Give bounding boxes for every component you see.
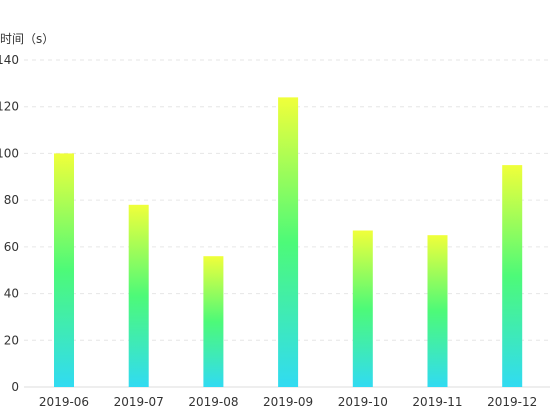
x-tick-label: 2019-10 bbox=[338, 395, 388, 409]
x-tick-label: 2019-11 bbox=[412, 395, 462, 409]
y-tick-label: 60 bbox=[4, 240, 19, 254]
y-tick-label: 0 bbox=[11, 380, 19, 394]
bar-2019-07 bbox=[128, 204, 149, 387]
bar-2019-09 bbox=[278, 97, 299, 387]
x-tick-label: 2019-06 bbox=[39, 395, 89, 409]
y-axis-ticks: 0 20 40 60 80 100 120 140 bbox=[0, 53, 19, 394]
bars bbox=[54, 97, 523, 387]
y-tick-label: 100 bbox=[0, 146, 19, 160]
x-tick-label: 2019-09 bbox=[263, 395, 313, 409]
x-tick-label: 2019-07 bbox=[114, 395, 164, 409]
y-tick-label: 140 bbox=[0, 53, 19, 67]
y-tick-label: 20 bbox=[4, 333, 19, 347]
bar-2019-10 bbox=[352, 230, 373, 387]
y-tick-label: 80 bbox=[4, 193, 19, 207]
y-tick-label: 120 bbox=[0, 100, 19, 114]
x-tick-label: 2019-08 bbox=[188, 395, 238, 409]
y-tick-label: 40 bbox=[4, 287, 19, 301]
bar-2019-12 bbox=[502, 165, 523, 387]
bar-2019-08 bbox=[203, 256, 224, 387]
x-tick-label: 2019-12 bbox=[487, 395, 537, 409]
bar-2019-06 bbox=[54, 153, 74, 387]
x-axis-ticks: 2019-06 2019-07 2019-08 2019-09 2019-10 2019-… bbox=[39, 395, 537, 409]
y-axis-label: 时间（s） bbox=[0, 32, 54, 46]
bar-2019-11 bbox=[427, 235, 448, 387]
